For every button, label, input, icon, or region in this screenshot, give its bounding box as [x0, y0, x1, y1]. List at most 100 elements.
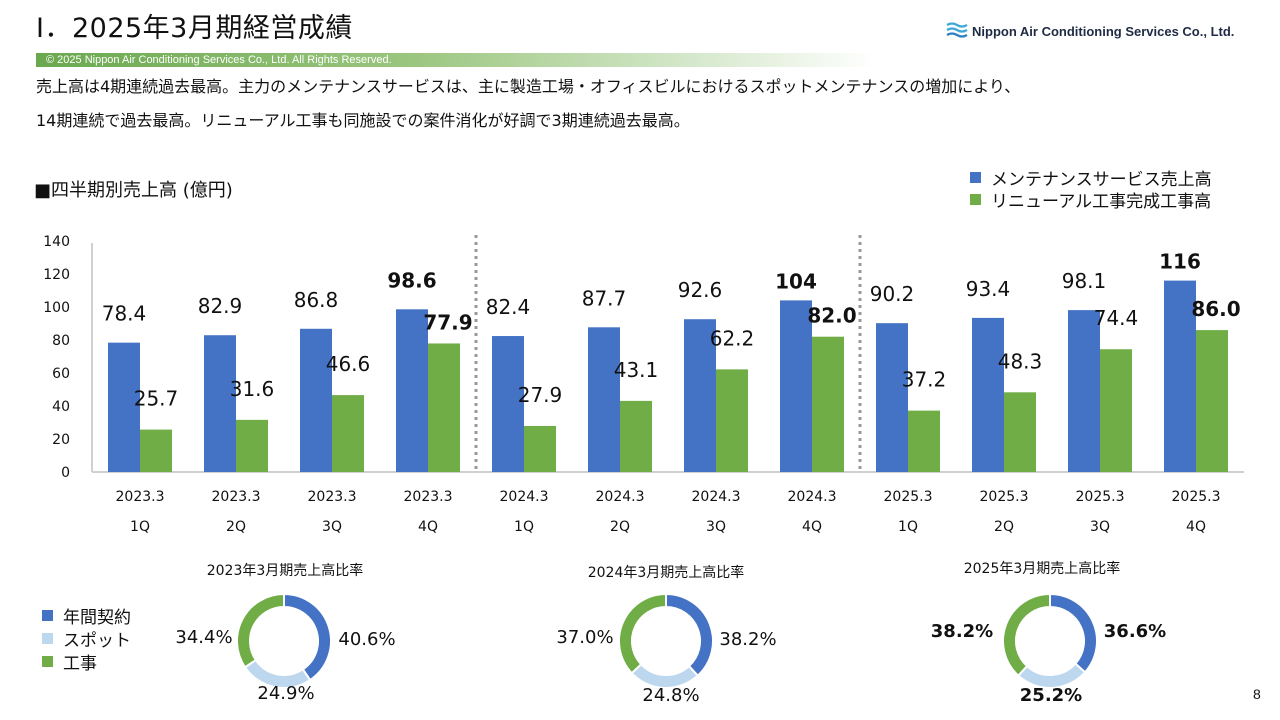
x-tick-label-year: 2025.3 — [884, 489, 933, 505]
x-tick-label-quarter: 1Q — [898, 519, 918, 535]
y-tick-label: 40 — [52, 399, 70, 415]
pie-legend-item-construction: 工事 — [42, 650, 131, 674]
pie-legend-item-spot: スポット — [42, 627, 131, 651]
pie-label-construction: 38.2% — [931, 621, 993, 642]
data-label-renewal: 77.9 — [423, 310, 472, 334]
legend-item-renewal: リニューアル工事完成工事高 — [970, 188, 1212, 212]
bar-maintenance — [300, 328, 332, 472]
data-label-renewal: 62.2 — [710, 326, 755, 350]
x-tick-label-quarter: 4Q — [1186, 519, 1206, 535]
y-tick-label: 20 — [52, 432, 70, 448]
pie-label-spot: 24.9% — [257, 683, 314, 704]
y-tick-label: 60 — [52, 366, 70, 382]
pie-slice-construction — [618, 592, 667, 675]
data-label-maintenance: 82.4 — [486, 295, 531, 319]
x-tick-label-year: 2024.3 — [596, 489, 645, 505]
company-logo: Nippon Air Conditioning Services Co., Lt… — [946, 18, 1234, 44]
summary-line-1: 売上高は4期連続過去最高。主力のメンテナンスサービスは、主に製造工場・オフィスビ… — [36, 77, 1021, 96]
bar-maintenance — [108, 342, 140, 472]
bar-renewal — [812, 336, 844, 472]
data-label-renewal: 31.6 — [230, 377, 275, 401]
pie-label-construction: 37.0% — [556, 627, 613, 648]
pie-legend-swatch-construction — [42, 656, 53, 667]
pie-title: 2023年3月期売上高比率 — [207, 562, 364, 579]
bar-renewal — [428, 343, 460, 472]
logo-text: Nippon Air Conditioning Services Co., Lt… — [972, 23, 1235, 39]
x-tick-label-year: 2024.3 — [788, 489, 837, 505]
data-label-maintenance: 98.6 — [387, 268, 436, 292]
bar-maintenance — [876, 323, 908, 472]
pie-slice-annual — [283, 592, 332, 682]
bar-maintenance — [204, 335, 236, 472]
quarterly-bar-chart: 0 20 40 60 80 100 120 140 78.4 25.7 2023.3 1Q 82.9 31… — [43, 234, 1244, 535]
pie-legend-label-construction: 工事 — [63, 654, 97, 674]
pie-label-spot: 24.8% — [642, 685, 699, 706]
y-tick-label: 140 — [43, 234, 70, 250]
bar-maintenance — [780, 300, 812, 472]
bar-renewal — [524, 425, 556, 472]
bar-renewal — [1004, 392, 1036, 472]
data-label-maintenance: 87.7 — [582, 286, 627, 310]
y-tick-label: 100 — [43, 300, 70, 316]
pie-legend-item-annual: 年間契約 — [42, 604, 131, 628]
data-label-renewal: 82.0 — [807, 304, 856, 328]
pie-label-annual: 36.6% — [1104, 621, 1166, 642]
copyright-text: © 2025 Nippon Air Conditioning Services … — [46, 54, 392, 66]
bar-maintenance — [684, 319, 716, 472]
data-label-renewal: 48.3 — [998, 349, 1043, 373]
pie-label-spot: 25.2% — [1020, 685, 1082, 706]
bar-renewal — [236, 419, 268, 472]
data-label-maintenance: 86.8 — [294, 288, 339, 312]
data-label-renewal: 25.7 — [134, 387, 179, 411]
bar-legend: メンテナンスサービス売上高 リニューアル工事完成工事高 — [970, 166, 1212, 212]
legend-swatch-renewal — [970, 193, 981, 205]
bar-maintenance — [1068, 310, 1100, 472]
x-tick-label-quarter: 3Q — [1090, 519, 1110, 535]
data-label-maintenance: 92.6 — [678, 278, 723, 302]
legend-label-renewal: リニューアル工事完成工事高 — [991, 191, 1212, 212]
x-tick-label-quarter: 2Q — [226, 519, 246, 535]
pie-slice-annual — [1049, 592, 1098, 674]
x-tick-label-year: 2024.3 — [500, 489, 549, 505]
x-tick-label-quarter: 2Q — [610, 519, 630, 535]
data-label-maintenance: 90.2 — [870, 282, 915, 306]
legend-swatch-maintenance — [970, 171, 981, 183]
x-tick-label-quarter: 3Q — [322, 519, 342, 535]
x-tick-label-year: 2023.3 — [404, 489, 453, 505]
pie-label-annual: 40.6% — [338, 629, 395, 650]
data-label-renewal: 27.9 — [518, 383, 563, 407]
summary-line-2: 14期連続で過去最高。リニューアル工事も同施設での案件消化が好調で3期連続過去最… — [36, 111, 690, 130]
wave-icon — [946, 22, 968, 38]
bar-renewal — [620, 400, 652, 472]
bar-maintenance — [972, 317, 1004, 472]
data-label-maintenance: 104 — [775, 269, 817, 293]
data-label-renewal: 86.0 — [1191, 297, 1240, 321]
bar-maintenance — [1164, 280, 1196, 472]
bar-renewal — [908, 410, 940, 472]
pie-legend-swatch-spot — [42, 633, 53, 644]
x-tick-label-year: 2023.3 — [116, 489, 165, 505]
pie-slice-construction — [236, 592, 285, 669]
data-label-renewal: 74.4 — [1094, 306, 1139, 330]
data-label-maintenance: 93.4 — [966, 277, 1011, 301]
pie-legend: 年間契約 スポット 工事 — [42, 604, 131, 674]
x-tick-label-quarter: 4Q — [802, 519, 822, 535]
y-tick-label: 0 — [61, 465, 70, 481]
x-tick-label-year: 2024.3 — [692, 489, 741, 505]
bar-maintenance — [588, 327, 620, 472]
x-tick-label-year: 2025.3 — [980, 489, 1029, 505]
pie-label-annual: 38.2% — [719, 629, 776, 650]
x-tick-label-year: 2025.3 — [1172, 489, 1221, 505]
bar-renewal — [1196, 330, 1228, 472]
x-tick-label-quarter: 1Q — [514, 519, 534, 535]
y-tick-label: 120 — [43, 267, 70, 283]
section-label: ■四半期別売上高 (億円) — [34, 180, 233, 201]
pie-legend-label-annual: 年間契約 — [63, 608, 131, 628]
data-label-maintenance: 82.9 — [198, 294, 243, 318]
summary-text: 売上高は4期連続過去最高。主力のメンテナンスサービスは、主に製造工場・オフィスビ… — [36, 70, 1256, 138]
bar-maintenance — [492, 336, 524, 472]
pie-legend-label-spot: スポット — [63, 631, 131, 651]
pie-slice-annual — [665, 592, 714, 678]
pie-title: 2024年3月期売上高比率 — [588, 564, 745, 581]
pie-title: 2025年3月期売上高比率 — [964, 560, 1121, 577]
